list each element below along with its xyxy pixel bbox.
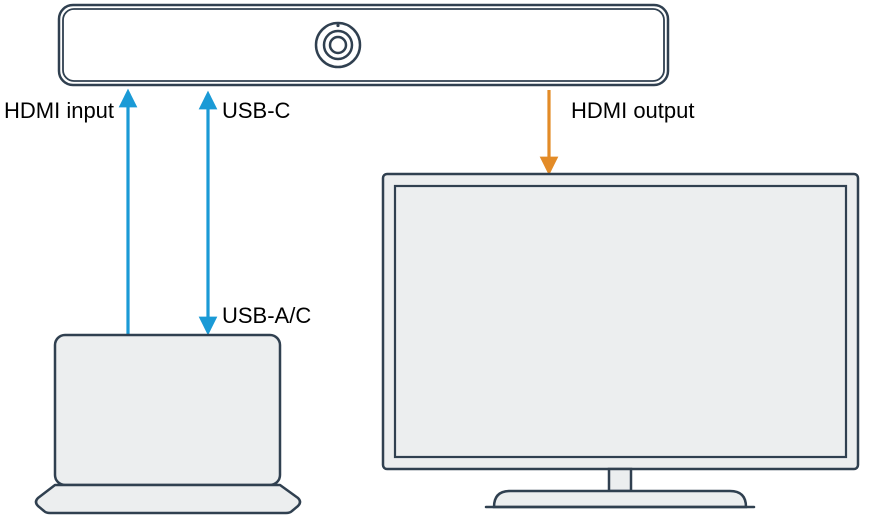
monitor-icon — [383, 174, 858, 507]
diagram-canvas: Webex device HDMI input USB-C USB-A/C HD… — [0, 0, 881, 520]
laptop-icon — [36, 335, 300, 513]
webex-device-icon — [59, 5, 668, 85]
connection-diagram — [0, 0, 881, 520]
